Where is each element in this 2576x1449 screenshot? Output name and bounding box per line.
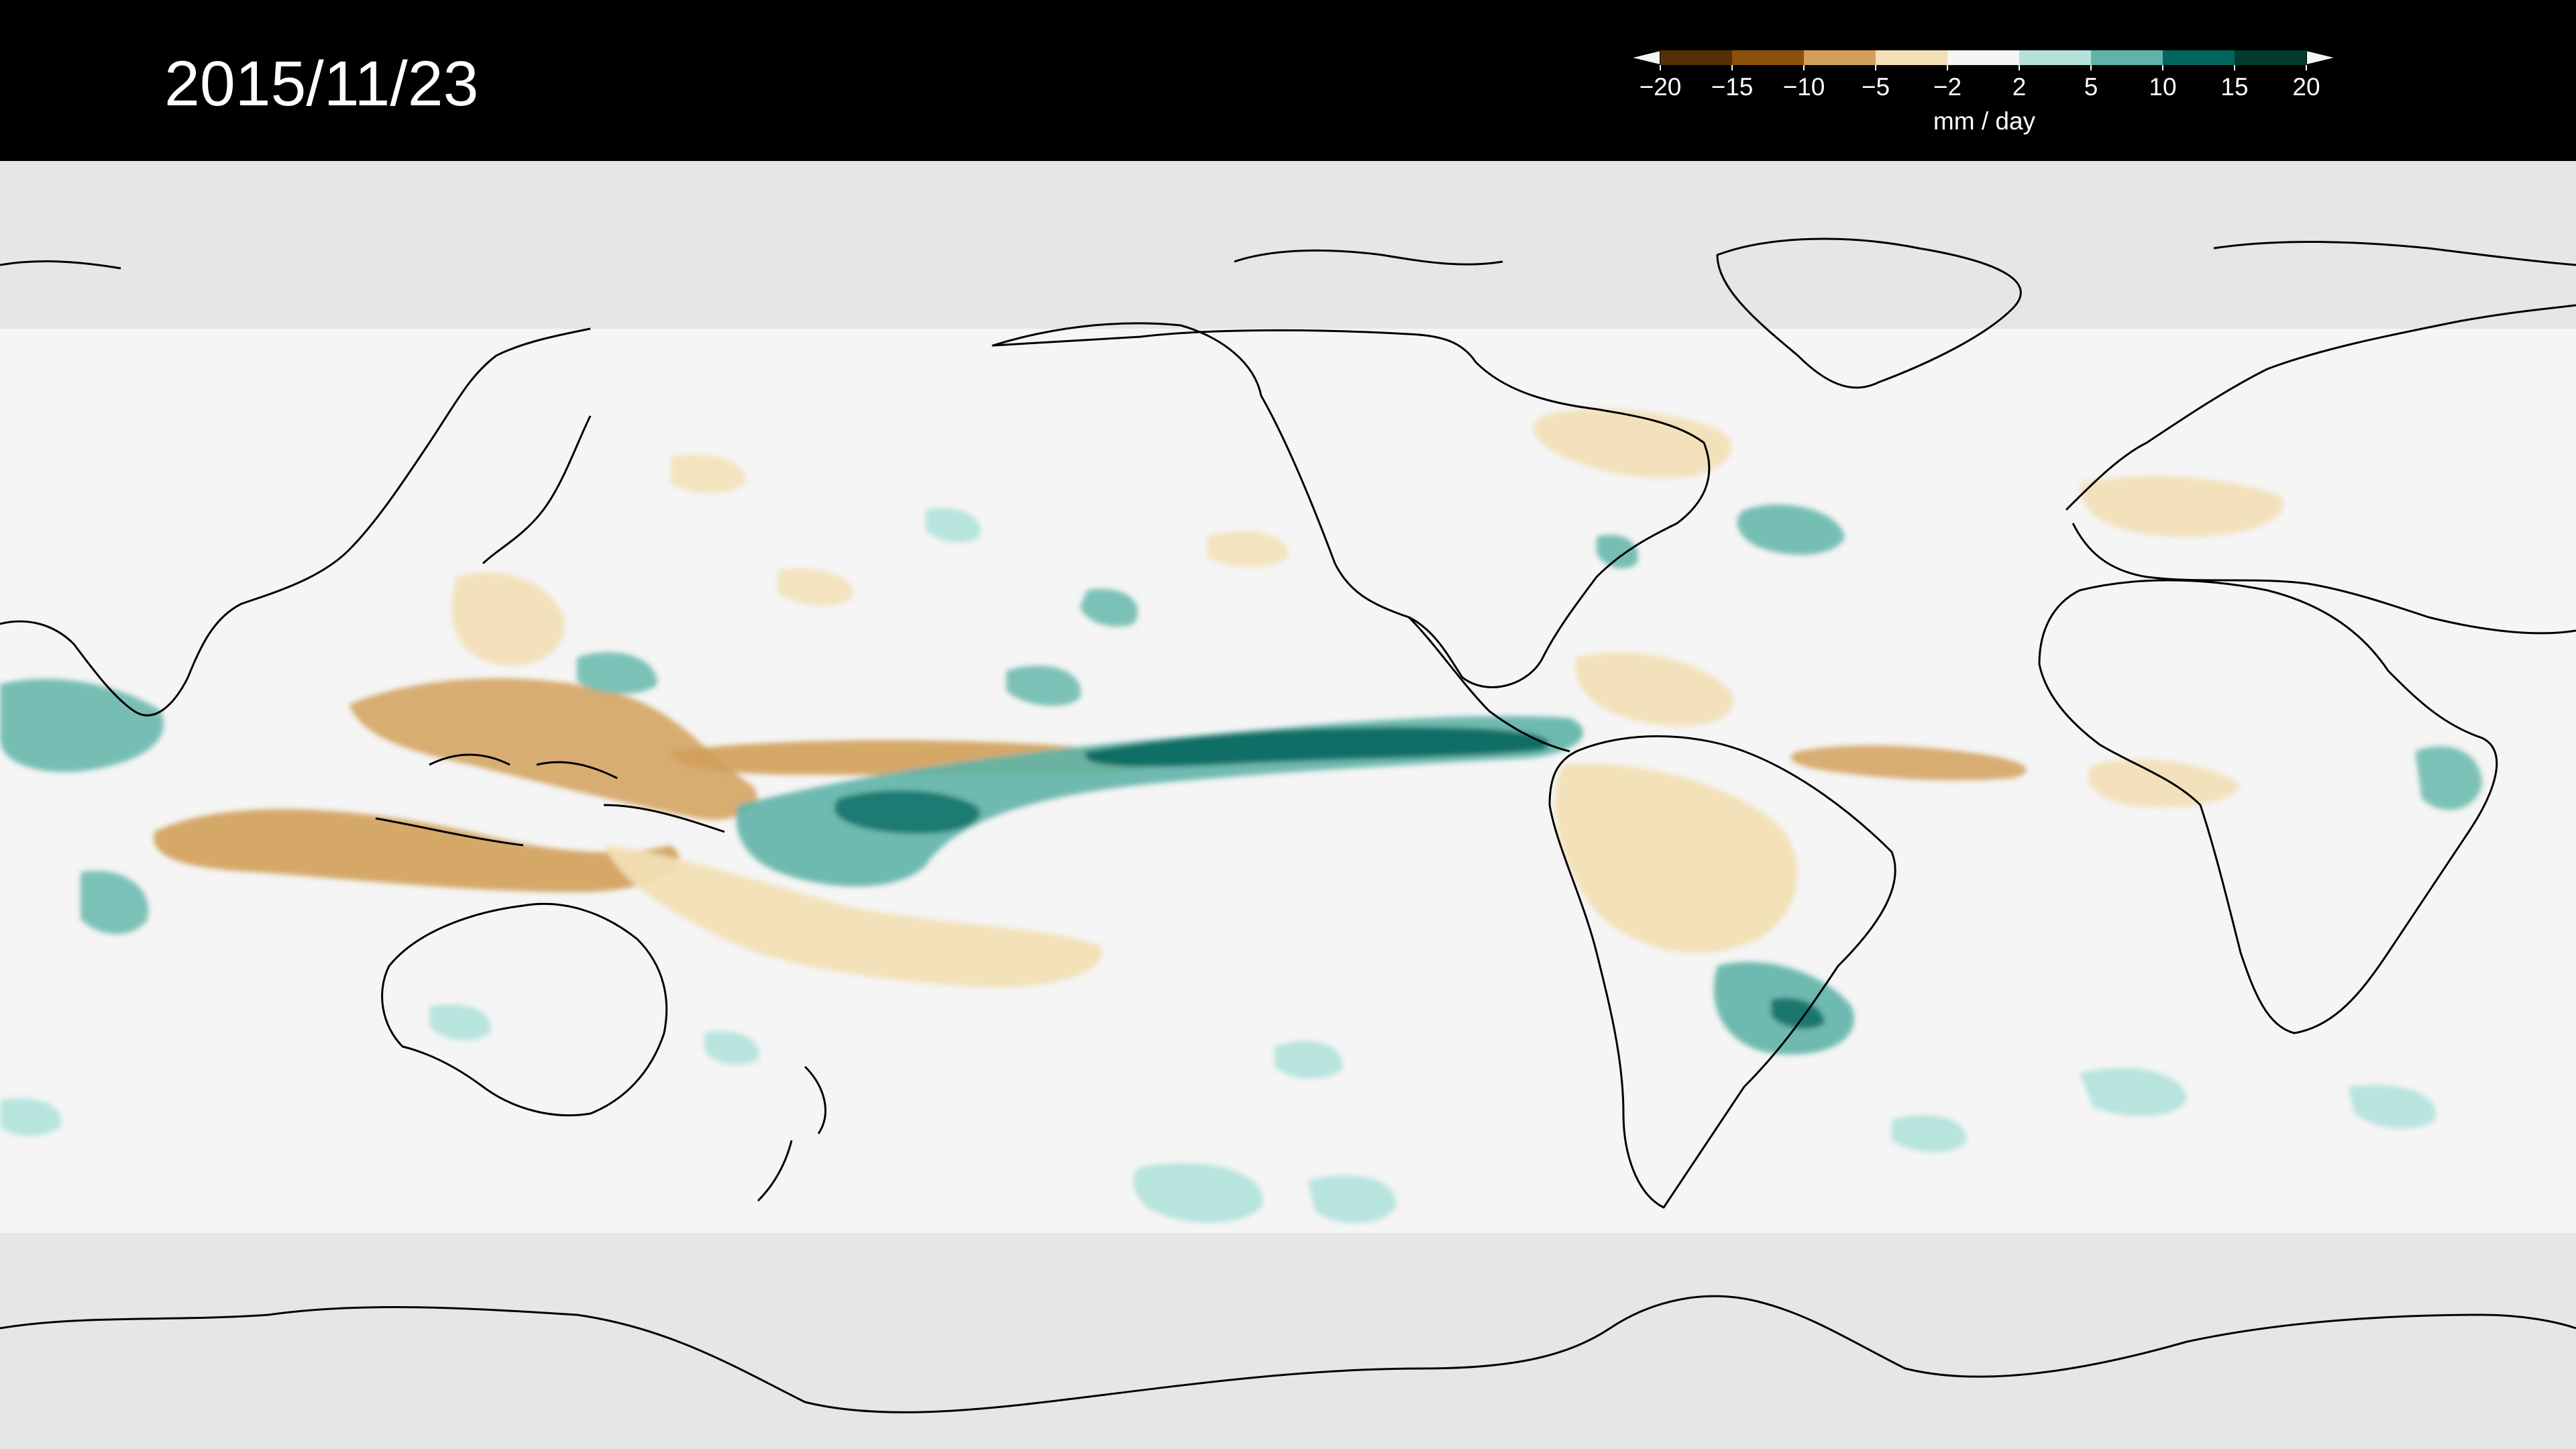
colorbar-extend-high	[2306, 49, 2337, 66]
coastline-greenland	[1716, 237, 2022, 389]
colorbar-tick-label: −2	[1933, 73, 1962, 101]
colorbar-tick-label: 10	[2149, 73, 2176, 101]
colorbar-bin	[1660, 50, 1732, 65]
colorbar: −20 −15 −10 −5 −2 2 5 10 15 20 mm / day	[1629, 49, 2337, 135]
colorbar-bin	[1876, 50, 1947, 65]
indian-ocean-wet-2	[80, 871, 149, 934]
colorbar-tick-label: 5	[2084, 73, 2098, 101]
colorbar-bin	[1947, 50, 2019, 65]
anomaly-layer	[0, 409, 2482, 1224]
colorbar-bin	[2235, 50, 2306, 65]
atlantic-dry-band	[1790, 745, 2027, 781]
world-map	[0, 161, 2576, 1449]
coastline-asia-west-edge	[0, 327, 591, 716]
no-data-north	[0, 161, 2576, 329]
coastline-central-america	[1407, 616, 1570, 753]
colorbar-tick-label: 2	[2012, 73, 2027, 101]
south-pacific-dry	[604, 845, 1102, 987]
colorbar-tick-label: −20	[1640, 73, 1682, 101]
gulf-dry	[1575, 652, 1733, 727]
coastline-south-america	[1548, 735, 1896, 1209]
coastline-north-america	[991, 322, 1711, 688]
coastline-africa	[2038, 579, 2498, 1034]
date-label: 2015/11/23	[164, 48, 479, 119]
colorbar-extend-low	[1629, 49, 1661, 66]
south-america-dry	[1555, 763, 1798, 953]
colorbar-tick-label: 15	[2220, 73, 2248, 101]
colorbar-bin	[2163, 50, 2235, 65]
colorbar-unit-label: mm / day	[1933, 107, 2036, 135]
colorbar-bin	[1804, 50, 1876, 65]
colorbar-tick-label: 20	[2292, 73, 2320, 101]
coastline-eurasia	[2065, 304, 2576, 635]
central-pacific-wet-core	[834, 790, 980, 835]
coastline-japan	[482, 415, 592, 565]
coastline-new-zealand	[757, 1065, 826, 1202]
colorbar-tick-label: −10	[1783, 73, 1825, 101]
coastline-indonesia	[375, 753, 725, 847]
colorbar-bin	[1732, 50, 1804, 65]
philippine-sea-dry	[451, 572, 565, 665]
north-atlantic-wet	[1597, 504, 1845, 569]
header-bar: 2015/11/23 −20 −15 −10 −5 −2 2 5 10 15 20 mm / da…	[0, 0, 2576, 161]
indian-ocean-dry	[153, 809, 680, 892]
maritime-continent-dry	[349, 678, 757, 820]
europe-dry	[2080, 476, 2284, 537]
east-africa-wet	[2415, 746, 2482, 810]
north-atlantic-dry	[1534, 409, 1731, 478]
colorbar-tick-label: −5	[1862, 73, 1890, 101]
coastline-arctic-islands	[0, 241, 2576, 270]
coastline-antarctica	[0, 1295, 2576, 1413]
colorbar-tick-label: −15	[1711, 73, 1754, 101]
west-africa-dry	[2088, 759, 2241, 808]
coastlines	[0, 237, 2576, 1413]
itcz-wet-core	[1085, 727, 1549, 767]
no-data-south	[0, 1233, 2576, 1449]
southern-ocean-wet	[0, 1068, 2436, 1224]
colorbar-bin	[2019, 50, 2091, 65]
colorbar-bin	[2091, 50, 2163, 65]
coastline-australia	[381, 903, 668, 1117]
north-pacific-dry	[671, 454, 1289, 606]
